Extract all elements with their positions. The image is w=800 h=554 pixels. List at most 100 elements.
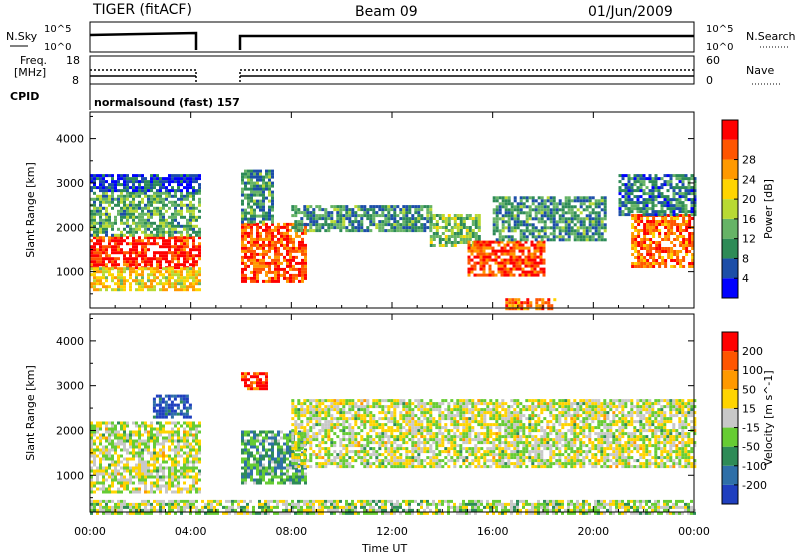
colorbar-swatch <box>722 389 738 409</box>
noise-sky-trace <box>89 31 694 50</box>
y-tick-label: 3000 <box>56 380 84 393</box>
colorbar-swatch <box>722 332 738 352</box>
colorbar-swatch <box>722 427 738 447</box>
noise-panel: N.Sky 10^5 10^0 10^5 10^0 N.Search <box>6 21 796 53</box>
y-tick-label: 4000 <box>56 335 84 348</box>
noise-bottom-tick: 10^0 <box>44 42 71 53</box>
colorbar-swatch <box>722 278 738 298</box>
y-axis-label: Slant Range [km] <box>24 365 37 461</box>
y-tick-label: 2000 <box>56 424 84 437</box>
echo-region <box>90 499 696 515</box>
noise-top-tick: 10^5 <box>44 24 71 35</box>
y-tick-label: 1000 <box>56 469 84 482</box>
cpid-label: CPID <box>10 90 39 103</box>
time-axis: 00:00 04:00 08:00 12:00 16:00 20:00 00:00 <box>74 525 710 538</box>
colorbar-label: Power [dB] <box>762 179 775 239</box>
colorbar-swatch <box>722 258 738 279</box>
colorbar-tick-label: 4 <box>742 272 749 285</box>
colorbar: 4 8 12 16 20 24 28 Power [dB] <box>721 119 775 299</box>
y-tick-label: 4000 <box>56 133 84 146</box>
colorbar-swatch <box>722 159 738 180</box>
echo-region <box>241 169 274 224</box>
x-tick-label: 20:00 <box>577 525 609 538</box>
echo-region <box>429 214 481 247</box>
echo-cells <box>90 372 697 515</box>
colorbar-tick-label: -50 <box>742 441 760 454</box>
freq-bottom-tick: 8 <box>72 74 79 87</box>
x-tick-label: 12:00 <box>376 525 408 538</box>
cpid-value: normalsound (fast) 157 <box>94 96 240 109</box>
noise-right-label: N.Search <box>746 30 796 43</box>
colorbar-swatch <box>722 446 738 466</box>
beam-label: Beam 09 <box>355 4 418 20</box>
colorbar-swatch <box>722 408 738 428</box>
colorbar-swatch <box>722 484 738 504</box>
x-tick-label: 04:00 <box>175 525 207 538</box>
nave-label: Nave <box>746 64 774 77</box>
noise-left-label: N.Sky <box>6 30 38 43</box>
echo-region <box>505 298 557 311</box>
colorbar-swatch <box>722 179 738 200</box>
freq-trace <box>90 69 694 82</box>
x-tick-label: 16:00 <box>477 525 509 538</box>
velocity-heatmap-panel: 1000 2000 3000 4000 Slant Range [km] 200 100 50… <box>24 313 775 515</box>
time-axis-label: Time UT <box>361 542 407 554</box>
colorbar-tick-label: 16 <box>742 213 756 226</box>
colorbar-tick-label: -100 <box>742 460 767 473</box>
y-tick-label: 3000 <box>56 177 84 190</box>
colorbar-swatch <box>722 120 738 140</box>
noise-right-bottom-tick: 10^0 <box>706 42 733 53</box>
date-label: 01/Jun/2009 <box>588 4 673 20</box>
colorbar-swatch <box>722 218 738 239</box>
colorbar-tick-label: 15 <box>742 402 756 415</box>
cpid-row: CPID normalsound (fast) 157 <box>10 84 240 110</box>
colorbar-tick-label: 20 <box>742 193 756 206</box>
echo-region <box>492 196 607 242</box>
colorbar-tick-label: -15 <box>742 422 760 435</box>
echo-region <box>291 399 697 469</box>
echo-region <box>618 174 697 217</box>
freq-label-2: [MHz] <box>14 66 46 79</box>
echo-region <box>631 214 695 268</box>
nave-bottom-tick: 0 <box>706 74 713 87</box>
freq-panel: Freq. [MHz] 18 8 60 0 Nave <box>14 54 780 87</box>
echo-region <box>90 267 201 292</box>
colorbar-tick-label: -200 <box>742 479 767 492</box>
colorbar-swatch <box>722 139 738 160</box>
station-title: TIGER (fitACF) <box>92 2 192 18</box>
colorbar-tick-label: 8 <box>742 252 749 265</box>
y-axis-label: Slant Range [km] <box>24 162 37 258</box>
colorbar-tick-label: 24 <box>742 173 756 186</box>
echo-region <box>90 174 201 193</box>
colorbar-tick-label: 100 <box>742 364 763 377</box>
x-tick-label: 00:00 <box>74 525 106 538</box>
x-tick-label: 08:00 <box>275 525 307 538</box>
noise-right-top-tick: 10^5 <box>706 24 733 35</box>
colorbar-tick-label: 28 <box>742 154 756 167</box>
colorbar-swatch <box>722 238 738 259</box>
colorbar-swatch <box>722 351 738 371</box>
colorbar-swatch <box>722 199 738 219</box>
freq-label-1: Freq. <box>20 54 47 67</box>
colorbar-swatch <box>722 465 738 485</box>
colorbar-label: Velocity [m s^-1] <box>762 370 775 465</box>
colorbar-swatch <box>722 370 738 390</box>
x-tick-label: 00:00 <box>678 525 710 538</box>
colorbar-tick-label: 12 <box>742 233 756 246</box>
colorbar-tick-label: 50 <box>742 383 756 396</box>
nave-top-tick: 60 <box>706 54 720 67</box>
echo-region <box>241 372 268 391</box>
colorbar: 200 100 50 15 -15 -50 -100 -200 Velocity [m s^-1… <box>721 331 775 505</box>
echo-cells <box>90 169 697 311</box>
colorbar-tick-label: 200 <box>742 345 763 358</box>
y-tick-label: 1000 <box>56 266 84 279</box>
power-heatmap-panel: 1000 2000 3000 4000 Slant Range [km] 4 8 12 16 20… <box>24 111 775 311</box>
echo-region <box>90 421 201 494</box>
echo-region <box>152 394 192 419</box>
echo-region <box>291 205 433 233</box>
echo-region <box>467 240 546 277</box>
echo-region <box>90 236 201 270</box>
echo-region <box>90 191 201 237</box>
y-tick-label: 2000 <box>56 221 84 234</box>
